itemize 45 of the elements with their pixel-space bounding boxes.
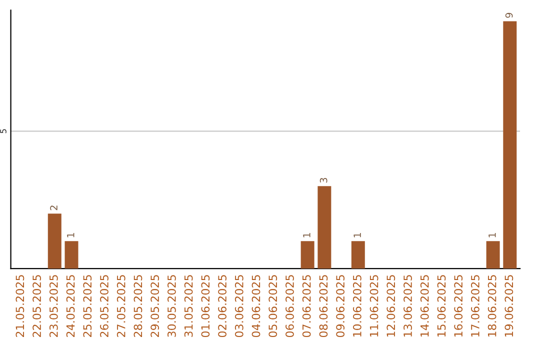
- x-tick-label: 22.05.2025: [32, 275, 42, 337]
- x-tick-label: 10.06.2025: [352, 275, 362, 337]
- x-tick-label: 25.05.2025: [83, 275, 92, 337]
- data-label: 1: [488, 233, 496, 238]
- x-tick-label: 24.05.2025: [66, 275, 75, 337]
- x-tick-label: 21.05.2025: [16, 275, 24, 337]
- x-tick-label: 11.06.2025: [370, 275, 378, 337]
- data-label: 1: [354, 233, 361, 238]
- x-tick-label: 08.06.2025: [319, 275, 328, 338]
- bar: [48, 214, 62, 269]
- bar: [351, 241, 365, 269]
- x-tick-label: 19.06.2025: [504, 275, 514, 337]
- x-tick-label: 29.05.2025: [150, 275, 160, 337]
- x-tick-label: 30.05.2025: [167, 275, 176, 337]
- x-tick-label: 23.05.2025: [49, 275, 58, 337]
- x-tick-label: 15.06.2025: [437, 275, 446, 337]
- x-tick-label: 12.06.2025: [386, 275, 396, 337]
- x-tick-label: 09.06.2025: [336, 275, 345, 338]
- x-tick-label: 18.06.2025: [488, 275, 496, 337]
- x-tick-label: 01.06.2025: [201, 275, 210, 338]
- data-label: 1: [67, 233, 74, 238]
- y-tick-label: 5: [0, 129, 6, 134]
- x-tick-label: 03.06.2025: [234, 275, 244, 338]
- bar: [503, 21, 517, 269]
- x-tick-label: 26.05.2025: [100, 275, 108, 337]
- data-label: 1: [303, 233, 310, 238]
- x-tick-label: 16.06.2025: [454, 275, 463, 337]
- x-tick-label: 31.05.2025: [184, 275, 193, 337]
- data-label: 2: [50, 206, 58, 210]
- bar: [486, 241, 500, 269]
- x-tick-label: 13.06.2025: [404, 275, 412, 337]
- x-tick-label: 05.06.2025: [268, 275, 278, 338]
- x-tick-label: 17.06.2025: [471, 275, 480, 337]
- bar: [300, 241, 314, 269]
- data-label: 3: [320, 178, 328, 183]
- x-tick-label: 14.06.2025: [420, 275, 429, 337]
- x-tick-label: 06.06.2025: [286, 275, 294, 338]
- data-label: 9: [505, 12, 513, 18]
- bar: [318, 186, 332, 269]
- x-tick-label: 04.06.2025: [252, 275, 260, 338]
- x-tick-label: 27.05.2025: [116, 275, 126, 337]
- x-tick-label: 07.06.2025: [302, 275, 311, 338]
- bar: [64, 241, 78, 269]
- x-tick-label: 02.06.2025: [218, 275, 226, 338]
- x-tick-label: 28.05.2025: [134, 275, 142, 337]
